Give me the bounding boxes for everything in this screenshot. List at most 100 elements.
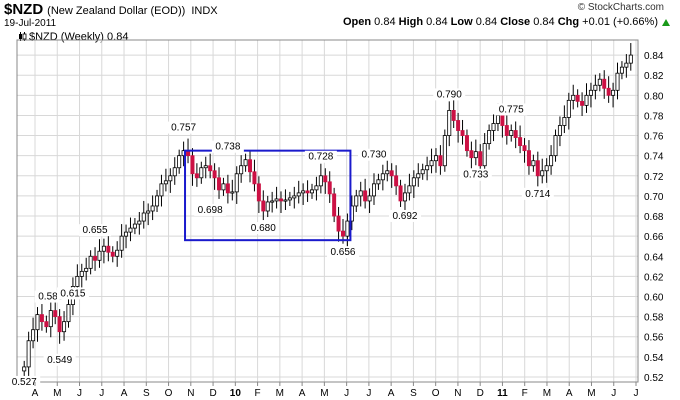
x-tick-label: M xyxy=(276,388,284,399)
y-tick-label: 0.54 xyxy=(644,353,664,364)
candle xyxy=(495,115,500,124)
candle xyxy=(252,171,257,185)
x-tick-label: M xyxy=(543,388,551,399)
stockcharts-logo: © StockCharts.com xyxy=(577,2,664,13)
candle xyxy=(482,143,487,167)
quote-summary: Open 0.84 High 0.84 Low 0.84 Close 0.84 … xyxy=(343,16,658,28)
candle xyxy=(305,190,310,194)
x-tick-label: J xyxy=(77,388,82,399)
annotation-bg xyxy=(326,246,359,259)
y-tick-label: 0.76 xyxy=(644,132,664,143)
candle xyxy=(354,195,359,207)
candle xyxy=(141,212,146,222)
candle xyxy=(416,173,421,179)
candle xyxy=(619,66,624,74)
high-value: 0.84 xyxy=(426,16,448,28)
candle xyxy=(163,180,168,185)
y-tick-label: 0.68 xyxy=(644,212,664,223)
candle xyxy=(487,130,492,145)
candle xyxy=(367,195,372,202)
candle xyxy=(385,170,390,175)
candle xyxy=(115,249,120,257)
candle xyxy=(451,110,456,121)
price-annotation: 0.757 xyxy=(171,123,196,134)
y-tick-label: 0.62 xyxy=(644,272,664,283)
candle xyxy=(310,189,314,194)
x-tick-label: O xyxy=(432,388,440,399)
candle xyxy=(575,94,580,102)
candle xyxy=(66,304,71,323)
candle xyxy=(473,151,478,159)
candle xyxy=(500,115,505,126)
candle xyxy=(261,200,266,212)
candle xyxy=(438,155,443,167)
annotation-bg xyxy=(194,203,227,216)
candle xyxy=(398,185,403,202)
annotation-bg xyxy=(8,375,41,388)
x-tick-label: 11 xyxy=(497,388,508,399)
plot-frame xyxy=(16,39,639,383)
y-tick-label: 0.58 xyxy=(644,313,664,324)
x-tick-label: 10 xyxy=(230,388,242,399)
candle xyxy=(230,191,235,194)
candle xyxy=(212,170,217,179)
instrument-name: (New Zealand Dollar (EOD)) xyxy=(47,5,186,17)
candle xyxy=(292,195,297,199)
candle xyxy=(327,181,332,195)
exchange: INDX xyxy=(191,5,218,17)
candle xyxy=(39,314,44,323)
candle xyxy=(602,78,607,89)
annotation-bg xyxy=(56,287,89,300)
candle xyxy=(429,160,434,167)
candle xyxy=(159,183,164,197)
annotation-bg xyxy=(211,140,244,153)
y-tick-label: 0.78 xyxy=(644,111,664,122)
price-annotation: 0.714 xyxy=(525,189,550,200)
x-tick-label: D xyxy=(477,388,484,399)
price-annotation: 0.692 xyxy=(392,211,417,222)
candle xyxy=(447,110,452,136)
candle xyxy=(460,130,465,136)
candle xyxy=(168,175,173,182)
candle xyxy=(243,159,248,167)
candle xyxy=(172,167,177,177)
candle xyxy=(336,215,341,232)
low-value: 0.84 xyxy=(475,16,498,28)
candle xyxy=(75,275,80,287)
candle xyxy=(283,199,288,202)
candle xyxy=(549,155,554,167)
candle xyxy=(88,255,93,269)
candle xyxy=(376,179,381,185)
candle xyxy=(433,155,438,162)
candle xyxy=(571,94,576,101)
annotation-bg xyxy=(459,168,492,181)
highlight-box xyxy=(184,149,352,242)
price-annotation: 0.615 xyxy=(60,288,85,299)
candle xyxy=(132,223,137,229)
x-tick-label: N xyxy=(454,388,461,399)
price-annotation: 0.680 xyxy=(251,223,276,234)
candle xyxy=(531,160,536,167)
candle xyxy=(146,210,151,214)
y-tick-label: 0.74 xyxy=(644,152,664,163)
candle xyxy=(274,198,279,202)
candle xyxy=(279,198,284,202)
candle xyxy=(425,165,430,171)
candle xyxy=(624,62,629,68)
annotation-bg xyxy=(43,353,76,366)
annotation-bg xyxy=(521,187,554,200)
candle xyxy=(535,160,540,177)
candle xyxy=(26,340,31,368)
chg-label: Chg xyxy=(557,16,580,28)
y-tick-label: 0.84 xyxy=(644,51,664,62)
annotation-bg xyxy=(247,222,280,235)
candle xyxy=(407,185,412,194)
x-tick-label: M xyxy=(587,388,595,399)
candle xyxy=(540,170,545,177)
x-tick-label: F xyxy=(255,388,261,399)
candle xyxy=(442,135,447,167)
candle xyxy=(217,177,222,191)
candle xyxy=(110,251,115,257)
candle xyxy=(580,100,585,106)
